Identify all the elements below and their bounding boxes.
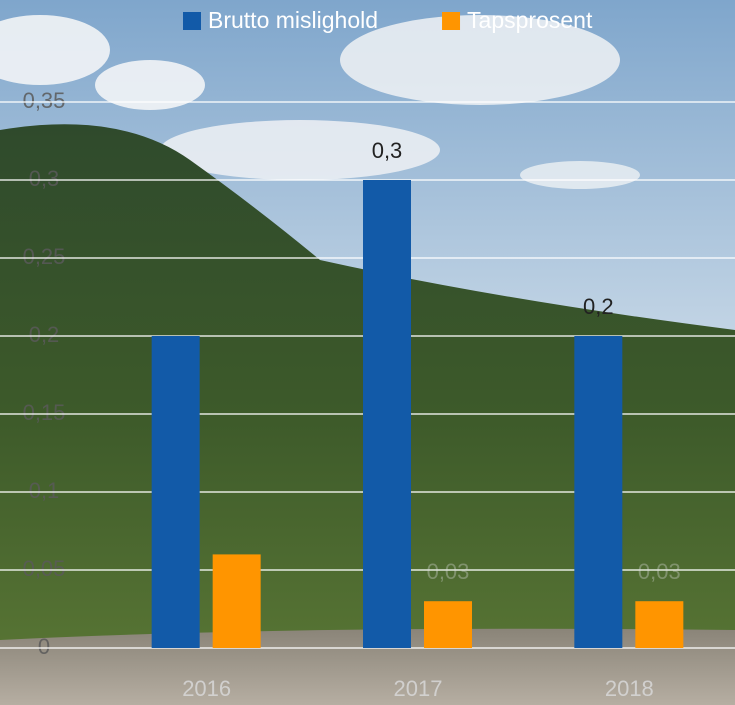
x-tick-label: 2017 <box>394 676 443 701</box>
data-label: 0,3 <box>372 138 403 163</box>
x-tick-label: 2018 <box>605 676 654 701</box>
bar <box>151 336 200 648</box>
data-label: 0,03 <box>638 559 681 584</box>
y-tick-label: 0,25 <box>23 244 66 269</box>
legend-swatch <box>442 12 461 30</box>
legend-swatch <box>183 12 201 30</box>
legend-label: Brutto mislighold <box>208 7 378 33</box>
bar <box>574 336 623 648</box>
bar <box>424 601 472 648</box>
data-label: 0,03 <box>427 559 470 584</box>
y-tick-label: 0,05 <box>23 556 66 581</box>
y-tick-label: 0,1 <box>29 478 60 503</box>
bar <box>212 554 261 648</box>
y-tick-label: 0,35 <box>23 88 66 113</box>
y-tick-label: 0,2 <box>29 322 60 347</box>
data-label: 0,2 <box>583 294 614 319</box>
y-tick-label: 0 <box>38 634 50 659</box>
bar <box>363 180 411 648</box>
plot-area: 0 0,05 0,1 0,15 0,2 0,25 0,3 0,35 2016 2017 0,3 0,0… <box>0 7 735 701</box>
y-tick-label: 0,15 <box>23 400 66 425</box>
bar <box>635 601 684 648</box>
x-tick-label: 2016 <box>182 676 231 701</box>
y-tick-label: 0,3 <box>29 166 60 191</box>
legend-label: Tapsprosent <box>467 7 593 33</box>
